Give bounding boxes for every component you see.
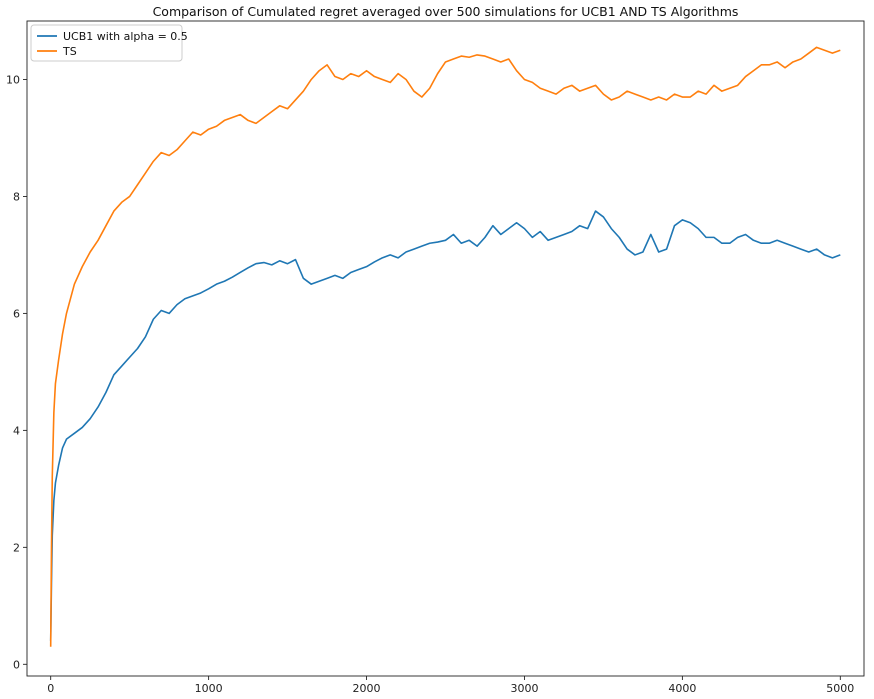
y-tick-label: 0 xyxy=(13,658,20,671)
x-tick-label: 5000 xyxy=(826,682,854,695)
x-tick-label: 0 xyxy=(47,682,54,695)
plot-frame xyxy=(26,20,865,677)
legend-box xyxy=(30,24,183,62)
y-tick-label: 2 xyxy=(13,541,20,554)
y-tick-label: 8 xyxy=(13,190,20,203)
x-tick-label: 4000 xyxy=(668,682,696,695)
y-tick-label: 10 xyxy=(6,73,20,86)
legend: UCB1 with alpha = 0.5 TS xyxy=(30,24,188,62)
x-tick-label: 2000 xyxy=(353,682,381,695)
series-line-ucb1 xyxy=(49,210,841,641)
x-tick-label: 1000 xyxy=(195,682,223,695)
y-tick-label: 6 xyxy=(13,307,20,320)
legend-label: TS xyxy=(62,45,77,58)
legend-label: UCB1 with alpha = 0.5 xyxy=(63,30,188,43)
x-tick-label: 3000 xyxy=(510,682,538,695)
chart-title: Comparison of Cumulated regret averaged … xyxy=(153,4,739,19)
series-line-ts xyxy=(49,46,841,647)
y-tick-label: 4 xyxy=(13,424,20,437)
